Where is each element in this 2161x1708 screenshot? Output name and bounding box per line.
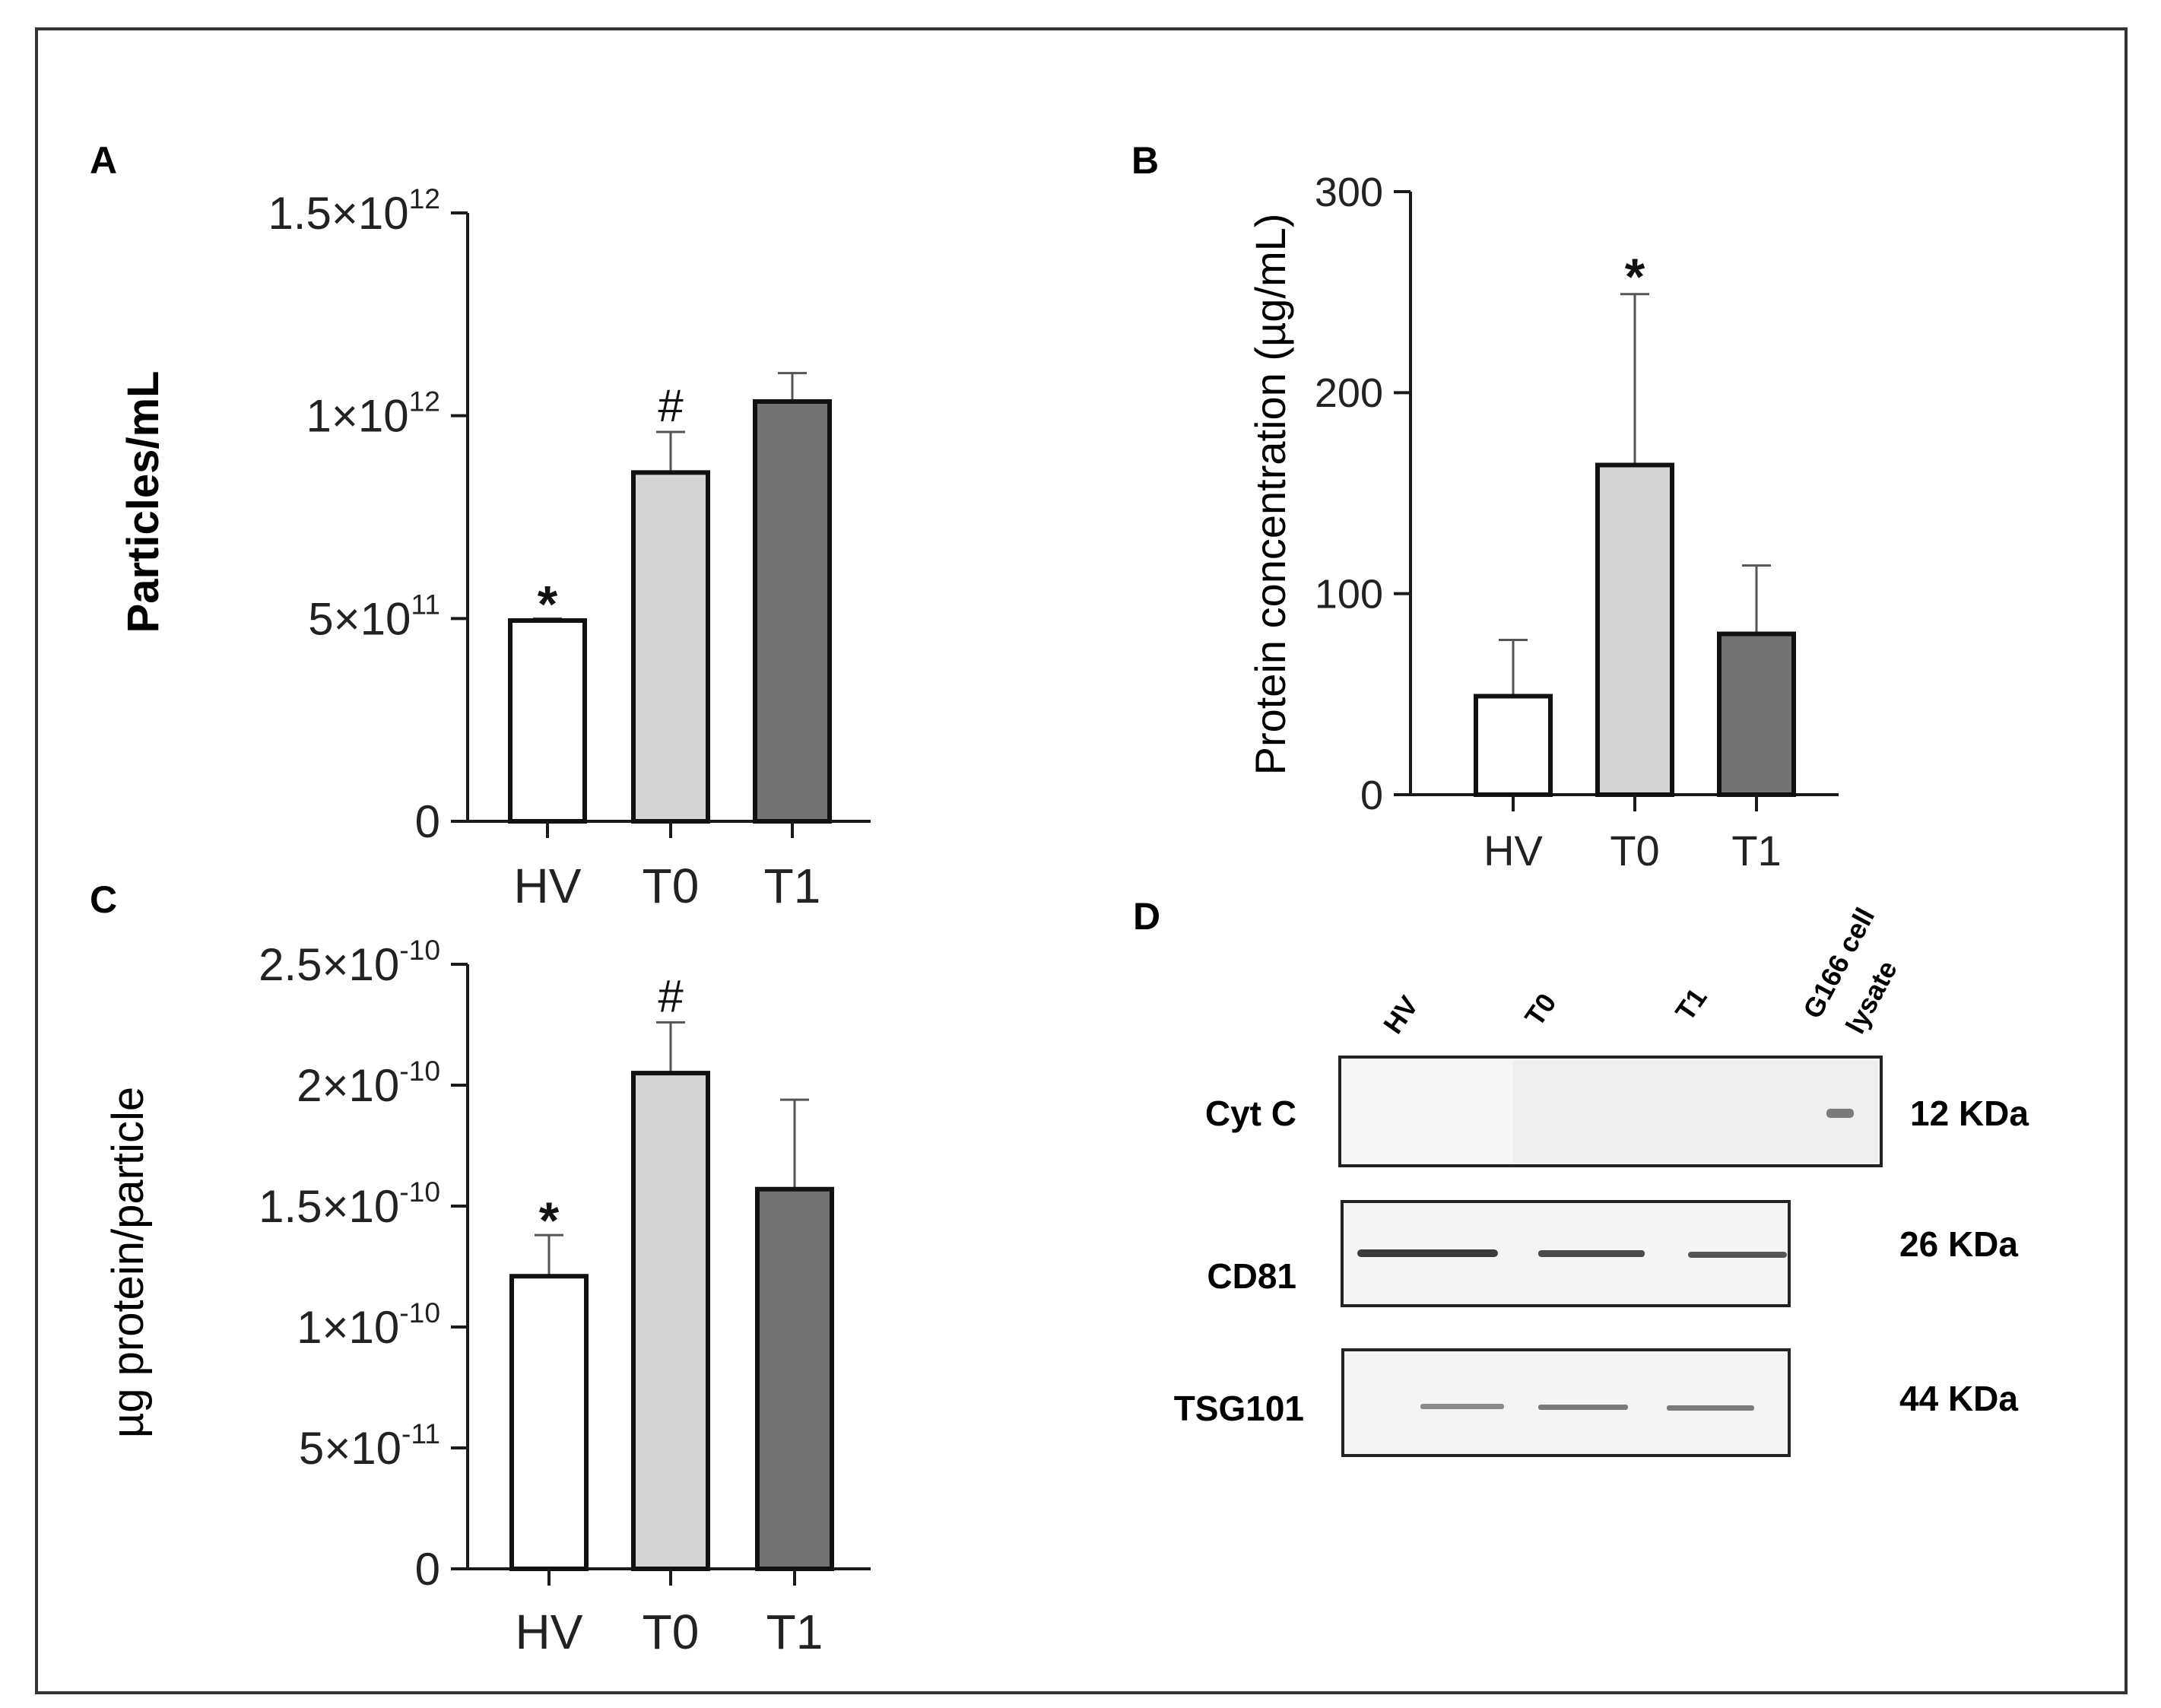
panel-c: C µg protein/particle 0 5×10-11 1×10-10 1.5… (90, 878, 871, 1659)
panel-a-bar-hv (508, 618, 587, 824)
panel-a-bar-t0 (631, 470, 710, 824)
panel-a-y-tick-label: 0 (415, 796, 440, 847)
panel-b-y-tick-label: 0 (1360, 773, 1383, 818)
panel-b-x-label: T1 (1731, 827, 1781, 875)
panel-b-bar-t0 (1595, 462, 1674, 797)
panel-a-x-label: HV (514, 859, 582, 913)
blot-band-cytc-g166 (1826, 1109, 1854, 1118)
panel-a-annotation: # (658, 380, 684, 431)
panel-c-annotation: * (539, 1192, 560, 1249)
panel-a-ylabel: Particles/mL (119, 371, 168, 633)
panel-c-bar-t1 (755, 1186, 834, 1571)
panel-a-bar-t1 (753, 399, 832, 824)
panel-d-label: D (1133, 895, 1160, 938)
panel-c-y-tick-label: 0 (415, 1544, 440, 1595)
blot-band-tsg101-t1 (1667, 1405, 1754, 1411)
blot-band-tsg101-t0 (1538, 1405, 1628, 1410)
panel-b-y-tick-label: 200 (1315, 370, 1383, 416)
panel-c-x-label: T1 (766, 1605, 823, 1659)
panel-c-y-tick-label: 5×10-11 (299, 1418, 440, 1474)
panel-b-annotation: * (1625, 248, 1645, 306)
panel-a-y-tick-label: 5×1011 (308, 588, 440, 644)
panel-c-y-tick-label: 1.5×10-10 (259, 1176, 440, 1232)
panel-a-label: A (90, 139, 117, 182)
blot-band-cd81-hv (1357, 1249, 1498, 1257)
blot-size-tsg101: 44 KDa (1899, 1379, 2018, 1418)
panel-b-chart: 0 100 200 300 HV * T0 T1 (1315, 170, 1839, 875)
blot-band-tsg101-hv (1420, 1404, 1504, 1409)
panel-a-y-tick-label: 1×1012 (306, 386, 440, 442)
panel-a-x-label: T0 (643, 859, 700, 913)
blot-band-cd81-t0 (1538, 1250, 1645, 1257)
panel-c-annotation: # (658, 970, 684, 1021)
panel-a-y-tick-label: 1.5×1012 (268, 183, 440, 239)
panel-b-bar-t1 (1717, 631, 1796, 797)
blot-size-cytc: 12 KDa (1910, 1094, 2029, 1133)
panel-b-y-tick-label: 300 (1315, 170, 1383, 215)
panel-c-x-label: T0 (643, 1605, 700, 1659)
panel-c-bar-t0 (631, 1071, 710, 1571)
panel-b-x-label: T0 (1610, 827, 1659, 875)
panel-c-chart: 0 5×10-11 1×10-10 1.5×10-10 2×10-10 2.5×10-10… (259, 934, 871, 1659)
blot-row-label-cytc: Cyt C (1205, 1094, 1296, 1133)
panel-c-y-tick-label: 2.5×10-10 (259, 934, 440, 990)
blot-row-label-cd81: CD81 (1207, 1256, 1296, 1296)
blot-background-smear (1513, 1061, 1878, 1163)
panel-c-y-tick-label: 2×10-10 (297, 1055, 440, 1111)
panel-b-label: B (1131, 139, 1159, 182)
panel-b-bar-hv (1474, 694, 1553, 798)
panel-a-chart: 0 5×1011 1×1012 1.5×1012 * HV # T0 T1 (268, 183, 871, 913)
panel-a: A Particles/mL 0 5×1011 1×1012 1.5×1012 * HV #… (90, 139, 871, 913)
blot-row-label-tsg101: TSG101 (1174, 1389, 1304, 1428)
blot-size-cd81: 26 KDa (1899, 1224, 2018, 1264)
blot-strip-tsg101 (1341, 1348, 1791, 1457)
blot-band-cd81-t1 (1688, 1252, 1787, 1258)
panel-b-x-label: HV (1484, 827, 1543, 875)
panel-d: D HV T0 T1 G166 cell lysate Cyt C 12 KDa… (1133, 895, 2029, 1457)
panel-b-y-tick-label: 100 (1315, 572, 1383, 617)
panel-c-ylabel: µg protein/particle (103, 1087, 153, 1438)
panel-c-y-tick-label: 1×10-10 (297, 1297, 440, 1353)
panel-a-x-label: T1 (764, 859, 821, 913)
panel-a-annotation: * (538, 575, 558, 633)
panel-b: B Protein concentration (µg/mL) 0 100 200 3… (1131, 139, 1839, 875)
panel-c-label: C (90, 878, 117, 921)
panel-b-ylabel: Protein concentration (µg/mL) (1246, 214, 1294, 776)
panel-c-bar-hv (509, 1274, 589, 1571)
panel-c-x-label: HV (516, 1605, 583, 1659)
